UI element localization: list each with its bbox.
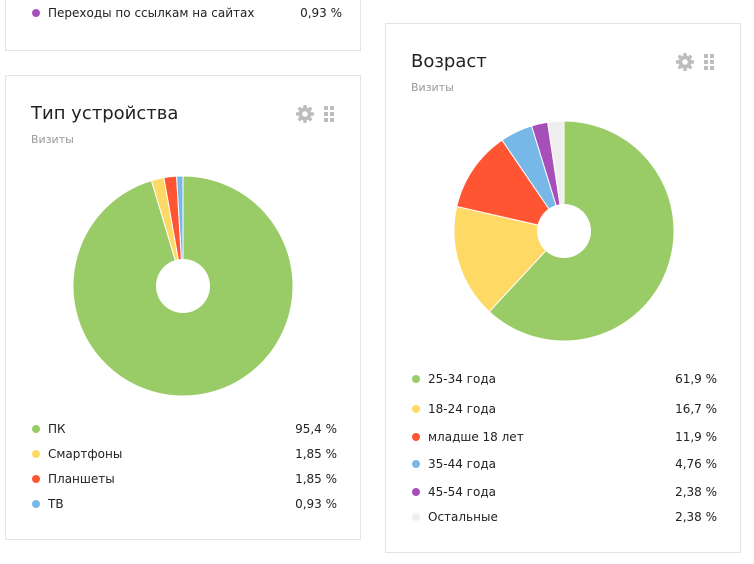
legend-dot	[32, 475, 40, 483]
legend-dot	[412, 433, 420, 441]
pie-slice-1-2[interactable]	[456, 139, 566, 232]
card-subtitle: Визиты	[411, 81, 454, 94]
legend-value: 2,38 %	[675, 510, 717, 524]
pie-slice-1-1[interactable]	[453, 205, 565, 313]
drag-handle-icon[interactable]	[704, 54, 714, 70]
pie-slice-1-5[interactable]	[547, 120, 565, 232]
legend-label: Смартфоны	[48, 447, 123, 461]
legend-value: 16,7 %	[675, 402, 717, 416]
legend-dot	[412, 375, 420, 383]
legend-dot	[412, 460, 420, 468]
legend-label: Переходы по ссылкам на сайтах	[48, 6, 255, 20]
legend-value: 61,9 %	[675, 372, 717, 386]
legend-dot	[32, 450, 40, 458]
age-card: Возраст Визиты	[385, 23, 741, 553]
legend-label: младше 18 лет	[428, 430, 524, 444]
legend-label: 45-54 года	[428, 485, 496, 499]
legend-item-45-54[interactable]: 45-54 года 2,38 %	[412, 484, 717, 500]
card-title: Возраст	[411, 51, 487, 72]
legend-label: Остальные	[428, 510, 498, 524]
legend-item-smartphones[interactable]: Смартфоны 1,85 %	[32, 446, 337, 462]
legend-item-pc[interactable]: ПК 95,4 %	[32, 421, 337, 437]
legend-value: 1,85 %	[295, 472, 337, 486]
traffic-sources-card: Переходы по ссылкам на сайтах 0,93 %	[5, 0, 361, 51]
legend-dot	[412, 405, 420, 413]
legend-item-tablets[interactable]: Планшеты 1,85 %	[32, 471, 337, 487]
pie-center-hole	[537, 204, 591, 258]
legend-value: 0,93 %	[295, 497, 337, 511]
pie-slice-0-3[interactable]	[176, 175, 184, 287]
gear-icon[interactable]	[295, 104, 315, 124]
age-pie-chart	[453, 120, 675, 342]
legend-dot	[32, 500, 40, 508]
legend-value: 2,38 %	[675, 485, 717, 499]
legend-dot	[32, 9, 40, 17]
legend-value: 0,93 %	[300, 6, 342, 20]
device-type-pie-chart	[72, 175, 294, 397]
legend-item-tv[interactable]: ТВ 0,93 %	[32, 496, 337, 512]
legend-value: 4,76 %	[675, 457, 717, 471]
pie-center-hole	[156, 259, 210, 313]
legend-label: ТВ	[48, 497, 64, 511]
gear-icon[interactable]	[675, 52, 695, 72]
legend-label: Планшеты	[48, 472, 115, 486]
legend-label: 35-44 года	[428, 457, 496, 471]
device-type-card: Тип устройства Визиты	[5, 75, 361, 540]
legend-item-25-34[interactable]: 25-34 года 61,9 %	[412, 371, 717, 387]
legend-item-others[interactable]: Остальные 2,38 %	[412, 509, 717, 525]
legend-label: 25-34 года	[428, 372, 496, 386]
legend-label: ПК	[48, 422, 66, 436]
legend-value: 95,4 %	[295, 422, 337, 436]
legend-value: 11,9 %	[675, 430, 717, 444]
card-title: Тип устройства	[31, 103, 179, 124]
card-subtitle: Визиты	[31, 133, 74, 146]
legend-dot	[32, 425, 40, 433]
legend-dot	[412, 488, 420, 496]
legend-item-35-44[interactable]: 35-44 года 4,76 %	[412, 456, 717, 472]
legend-label: 18-24 года	[428, 402, 496, 416]
legend-value: 1,85 %	[295, 447, 337, 461]
legend-item-under-18[interactable]: младше 18 лет 11,9 %	[412, 429, 717, 445]
legend-dot	[412, 513, 420, 521]
legend-item-link-transitions[interactable]: Переходы по ссылкам на сайтах 0,93 %	[32, 5, 342, 21]
drag-handle-icon[interactable]	[324, 106, 334, 122]
legend-item-18-24[interactable]: 18-24 года 16,7 %	[412, 401, 717, 417]
